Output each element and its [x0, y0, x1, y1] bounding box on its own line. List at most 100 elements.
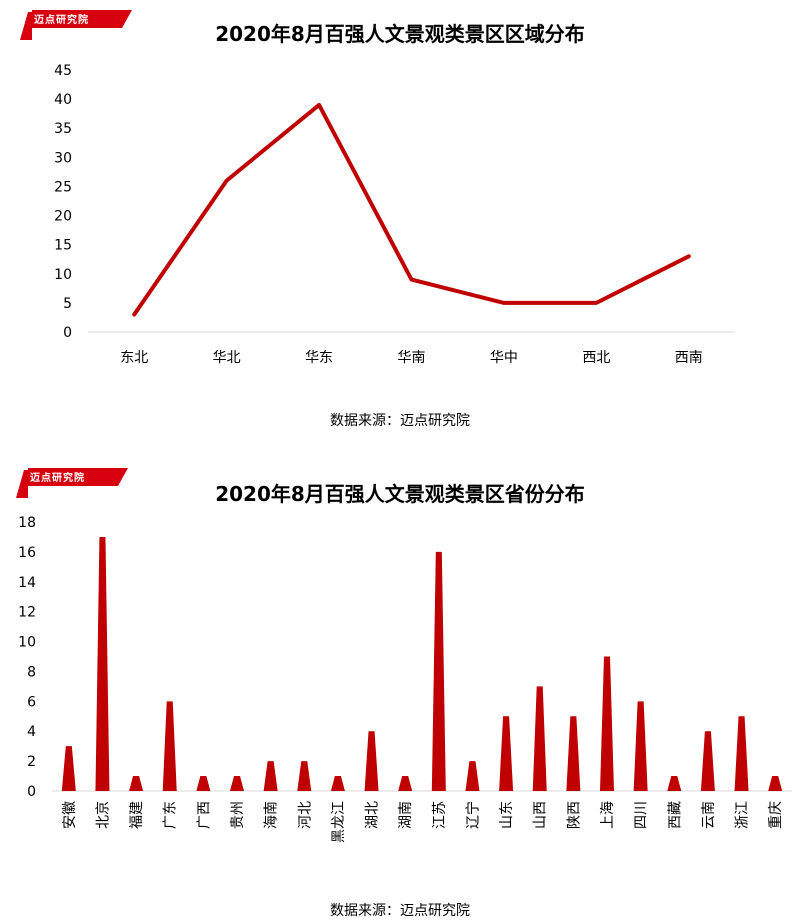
y-tick-label: 15: [54, 238, 72, 254]
province-bar-chart: 0 2 4 6 8 10 12 14 16 18 安徽北京福建广东广西贵州海南河北 黑龙江 湖北湖南江苏…: [0, 460, 800, 900]
bar: [465, 761, 479, 791]
x-tick-label: 华北: [213, 350, 241, 366]
x-tick-label-group: 湖南: [398, 801, 414, 829]
x-tick-label: 江苏: [432, 801, 448, 829]
x-tick-label: 西南: [675, 350, 703, 366]
bar: [533, 686, 547, 791]
x-tick-label-group: 山东: [499, 801, 515, 829]
bar: [230, 776, 244, 791]
x-tick-label-group: 浙江: [735, 801, 751, 829]
x-tick-label: 福建: [129, 801, 145, 829]
x-tick-label: 山东: [499, 801, 515, 829]
x-tick-label-group: 广西: [196, 801, 212, 829]
bar: [62, 746, 76, 791]
region-line-chart: 0 5 10 15 20 25 30 35 40 45 东北 华北 华东 华南 华中 西北 西南: [0, 0, 800, 400]
x-tick-label: 辽宁: [464, 801, 481, 829]
x-tick-label: 贵州: [230, 801, 246, 829]
x-tick-label: 西北: [582, 350, 610, 366]
x-tick-label: 四川: [634, 801, 650, 829]
x-tick-label: 陕西: [566, 801, 582, 829]
series-line: [134, 105, 689, 315]
x-tick-label-group: 四川: [634, 801, 650, 829]
y-tick-label: 0: [63, 325, 72, 341]
y-tick-label: 5: [63, 296, 72, 312]
x-tick-label-group: 云南: [701, 801, 717, 829]
y-tick-label: 12: [18, 605, 36, 621]
x-tick-label: 山西: [533, 801, 549, 829]
bar: [735, 716, 749, 791]
x-tick-label: 北京: [95, 801, 111, 829]
y-tick-label: 2: [27, 754, 36, 770]
y-tick-label: 14: [18, 575, 36, 591]
y-tick-label: 8: [27, 664, 36, 680]
x-tick-label-group: 陕西: [566, 801, 582, 829]
y-tick-label: 18: [18, 515, 36, 531]
y-tick-label: 16: [18, 545, 36, 561]
x-tick-label: 海南: [264, 801, 280, 829]
y-tick-label: 10: [18, 635, 36, 651]
x-tick-label: 广东: [163, 801, 179, 829]
x-tick-label: 湖南: [398, 801, 414, 829]
x-tick-label-group: 湖北: [365, 801, 381, 829]
y-tick-label: 45: [54, 63, 72, 79]
y-tick-label: 0: [27, 784, 36, 800]
x-tick-label: 华中: [490, 350, 518, 366]
y-tick-label: 4: [27, 724, 36, 740]
x-tick-label-group: 海南: [264, 801, 280, 829]
bar: [634, 701, 648, 791]
bar: [331, 776, 345, 791]
x-tick-label: 云南: [701, 801, 717, 829]
x-tick-label: 河北: [297, 801, 313, 829]
x-tick-label: 东北: [120, 350, 148, 366]
bar: [163, 701, 177, 791]
x-tick-label-group: 山西: [533, 801, 549, 829]
x-tick-label-group: 广东: [163, 801, 179, 829]
x-tick-label: 重庆: [768, 801, 784, 829]
region-chart-source: 数据来源：迈点研究院: [0, 410, 800, 430]
x-tick-label-group: 安徽: [62, 801, 78, 829]
x-tick-label: 黑龙江: [331, 801, 347, 843]
x-tick-label: 湖北: [365, 801, 381, 829]
bar: [196, 776, 210, 791]
bar: [701, 731, 715, 791]
x-tick-label: 华南: [398, 350, 426, 366]
bar: [95, 537, 109, 791]
y-tick-label: 25: [54, 179, 72, 195]
x-tick-label-group: 贵州: [230, 801, 246, 829]
bar: [297, 761, 311, 791]
bar: [432, 552, 446, 791]
province-chart-source: 数据来源：迈点研究院: [0, 900, 800, 920]
y-tick-label: 35: [54, 121, 72, 137]
bar: [667, 776, 681, 791]
y-tick-label: 30: [54, 150, 72, 166]
bar: [499, 716, 513, 791]
bar: [129, 776, 143, 791]
bar: [566, 716, 580, 791]
bar: [398, 776, 412, 791]
bar: [768, 776, 782, 791]
x-tick-label: 安徽: [62, 801, 78, 829]
y-tick-label: 10: [54, 267, 72, 283]
x-tick-label-group: 辽宁: [464, 801, 481, 829]
bar: [600, 657, 614, 792]
x-tick-label: 上海: [600, 801, 616, 829]
x-tick-label-group: 重庆: [768, 801, 784, 829]
y-tick-label: 20: [54, 209, 72, 225]
x-tick-label: 广西: [196, 801, 212, 829]
bar: [264, 761, 278, 791]
x-tick-label-group: 西藏: [667, 801, 683, 829]
x-tick-label-group: 上海: [600, 801, 616, 829]
y-tick-label: 6: [27, 694, 36, 710]
x-tick-label-group: 江苏: [432, 801, 448, 829]
x-tick-label-group: 河北: [297, 801, 313, 829]
bar: [365, 731, 379, 791]
x-tick-label: 西藏: [667, 801, 683, 829]
y-tick-label: 40: [54, 92, 72, 108]
x-tick-label-group: 黑龙江: [331, 801, 347, 843]
x-tick-label: 浙江: [735, 801, 751, 829]
x-tick-label-group: 福建: [129, 801, 145, 829]
x-tick-label: 华东: [305, 350, 333, 366]
x-tick-label-group: 北京: [95, 801, 111, 829]
